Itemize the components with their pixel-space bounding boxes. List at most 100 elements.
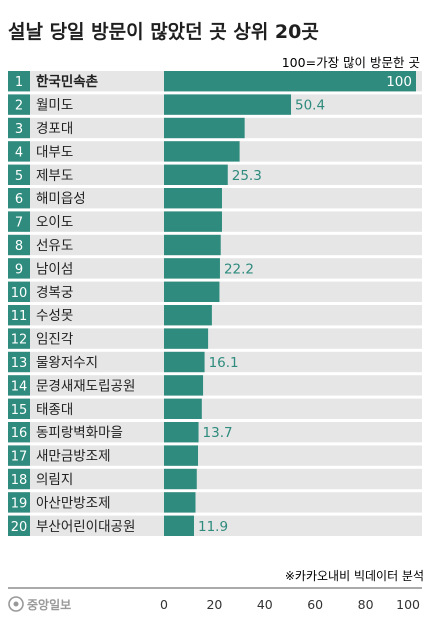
bar xyxy=(164,445,199,466)
row-background xyxy=(8,515,422,536)
bar-row: 4 대부도 xyxy=(8,141,422,162)
category-label: 아산만방조제 xyxy=(36,495,111,511)
bar xyxy=(164,234,221,256)
rank-label: 19 xyxy=(11,496,28,511)
bar-row: 2 월미도 50.4 xyxy=(8,94,422,115)
category-label: 부산어린이대공원 xyxy=(36,519,135,535)
category-label: 태종대 xyxy=(36,402,73,418)
rank-box xyxy=(8,94,30,115)
row-background xyxy=(8,492,422,513)
rank-box xyxy=(8,305,30,326)
row-background xyxy=(8,398,422,419)
category-label: 선유도 xyxy=(36,238,73,254)
rank-box xyxy=(8,234,30,256)
bar xyxy=(164,492,196,513)
x-tick-label: 60 xyxy=(307,597,323,612)
x-tick-label: 0 xyxy=(160,597,168,612)
rank-label: 5 xyxy=(15,169,23,184)
rank-label: 12 xyxy=(11,333,28,348)
rank-box xyxy=(8,164,30,185)
category-label: 경복궁 xyxy=(36,285,73,301)
category-label: 한국민속촌 xyxy=(36,73,98,90)
rank-box xyxy=(8,468,30,490)
rank-label: 20 xyxy=(11,520,28,535)
category-label: 동피랑벽화마을 xyxy=(36,425,123,441)
bar xyxy=(164,422,199,443)
rank-label: 7 xyxy=(15,216,23,231)
bar xyxy=(164,211,222,232)
rank-label: 13 xyxy=(11,356,28,371)
category-label: 경포대 xyxy=(36,121,73,137)
bar-row: 11 수성못 xyxy=(8,305,422,326)
rank-box xyxy=(8,328,30,349)
value-label: 50.4 xyxy=(295,98,325,114)
bar-row: 13 물왕저수지 16.1 xyxy=(8,351,422,373)
category-label: 새만금방조제 xyxy=(36,449,111,465)
bar xyxy=(164,468,197,490)
category-label: 오이도 xyxy=(36,215,73,231)
rank-box xyxy=(8,141,30,162)
logo: 중앙일보 xyxy=(8,596,71,612)
rank-box xyxy=(8,492,30,513)
rank-label: 18 xyxy=(11,473,28,488)
rank-label: 1 xyxy=(15,75,23,90)
bar-row: 20 부산어린이대공원 11.9 xyxy=(8,515,422,536)
bar-row: 3 경포대 xyxy=(8,117,422,139)
category-label: 남이섬 xyxy=(36,261,73,277)
rank-box xyxy=(8,351,30,373)
bar xyxy=(164,117,245,139)
bar xyxy=(164,515,194,536)
bar-row: 15 태종대 xyxy=(8,398,422,419)
rank-box xyxy=(8,422,30,443)
value-label: 13.7 xyxy=(203,425,233,441)
bar xyxy=(164,164,228,185)
row-background xyxy=(8,468,422,490)
bar-row: 7 오이도 xyxy=(8,211,422,232)
rank-box xyxy=(8,445,30,466)
category-label: 의림지 xyxy=(36,472,73,488)
bar xyxy=(164,188,222,209)
rank-box xyxy=(8,188,30,209)
bar-row: 17 새만금방조제 xyxy=(8,445,422,466)
bar-row: 19 아산만방조제 xyxy=(8,492,422,513)
bar-row: 10 경복궁 xyxy=(8,281,422,302)
rank-box xyxy=(8,211,30,232)
x-tick-label: 20 xyxy=(206,597,222,612)
value-label: 22.2 xyxy=(224,261,254,277)
value-label: 100 xyxy=(386,74,412,90)
bar-row: 16 동피랑벽화마을 13.7 xyxy=(8,422,422,443)
rank-label: 14 xyxy=(11,379,28,394)
logo-icon xyxy=(8,596,24,612)
source-note: ※카카오내비 빅데이터 분석 xyxy=(285,569,424,583)
chart-title: 설날 당일 방문이 많았던 곳 상위 20곳 xyxy=(8,21,319,43)
rank-label: 8 xyxy=(15,239,23,254)
rank-label: 17 xyxy=(11,450,28,465)
rank-box xyxy=(8,258,30,279)
category-label: 해미읍성 xyxy=(36,191,86,207)
rank-label: 4 xyxy=(15,145,23,160)
bar xyxy=(164,375,204,396)
bar-row: 9 남이섬 22.2 xyxy=(8,258,422,279)
bar xyxy=(164,258,220,279)
rank-label: 3 xyxy=(15,122,23,137)
rank-label: 16 xyxy=(11,426,28,441)
rank-label: 15 xyxy=(11,403,28,418)
logo-icon-center xyxy=(13,601,19,607)
bar xyxy=(164,305,212,326)
bar xyxy=(164,94,292,115)
value-label: 11.9 xyxy=(198,519,228,535)
rank-label: 11 xyxy=(11,309,28,324)
rank-box xyxy=(8,281,30,302)
rank-box xyxy=(8,71,30,92)
row-background xyxy=(8,305,422,326)
row-background xyxy=(8,422,422,443)
bar xyxy=(164,281,220,302)
bar xyxy=(164,71,416,92)
category-label: 문경새재도립공원 xyxy=(36,378,135,394)
category-label: 대부도 xyxy=(36,144,73,160)
category-label: 수성못 xyxy=(36,308,73,324)
bar-row: 12 임진각 xyxy=(8,328,422,349)
rank-label: 9 xyxy=(15,262,23,277)
